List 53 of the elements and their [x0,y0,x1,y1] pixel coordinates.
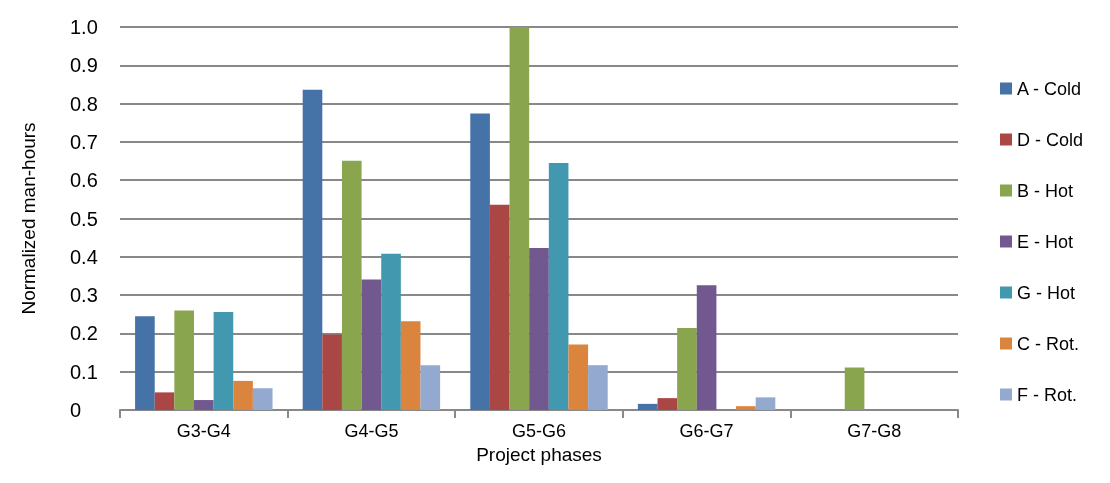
x-tick-label: G6-G7 [679,421,734,441]
bar [341,160,362,410]
bar [529,247,549,410]
y-tick-label: 0.2 [70,322,98,345]
y-tick-label: 0.5 [70,207,98,230]
bar [302,89,323,410]
x-tick-label: G5-G6 [511,421,567,441]
bar [844,367,865,410]
x-tick-label: G4-G5 [344,421,399,441]
bar [548,162,569,410]
bar [588,365,608,410]
bar [213,311,234,410]
y-tick-label: 0.4 [70,245,98,268]
y-tick-label: 0 [70,399,82,421]
bar [193,400,214,410]
bar [322,334,342,410]
y-tick-label: 0.1 [70,360,98,383]
bar [736,406,756,410]
bar [755,397,776,410]
bar [568,344,589,410]
x-axis-title: Project phases [476,443,602,465]
bar [470,113,490,410]
bar [233,380,253,410]
legend-label: E - Hot [1017,231,1074,252]
y-tick-label: 0.9 [70,54,98,77]
legend-label: F - Rot. [1017,384,1078,405]
bar [637,403,658,410]
legend-label: D - Cold [1017,129,1084,150]
bar [174,310,194,410]
bar [657,398,678,410]
bar [420,365,441,410]
y-axis-title: Normalized man-hours [18,122,39,315]
bar [154,392,175,410]
legend-label: A - Cold [1017,78,1082,99]
bar [509,27,530,410]
y-tick-label: 0.6 [70,169,98,192]
y-tick-label: 1.0 [70,16,98,38]
bar [677,328,697,410]
bar [252,388,273,410]
bar [361,279,382,410]
legend-label: G - Hot [1017,282,1076,303]
legend-label: B - Hot [1017,180,1074,201]
y-tick-label: 0.8 [70,92,98,115]
y-tick-label: 0.7 [70,130,98,153]
x-tick-label: G3-G4 [176,421,231,441]
legend-label: C - Rot. [1017,333,1080,354]
x-tick-label: G7-G8 [847,421,902,441]
y-tick-label: 0.3 [70,284,98,307]
bar [489,204,510,410]
bar [400,321,421,410]
bar [381,253,401,410]
bar [135,316,155,410]
bar [696,285,717,410]
